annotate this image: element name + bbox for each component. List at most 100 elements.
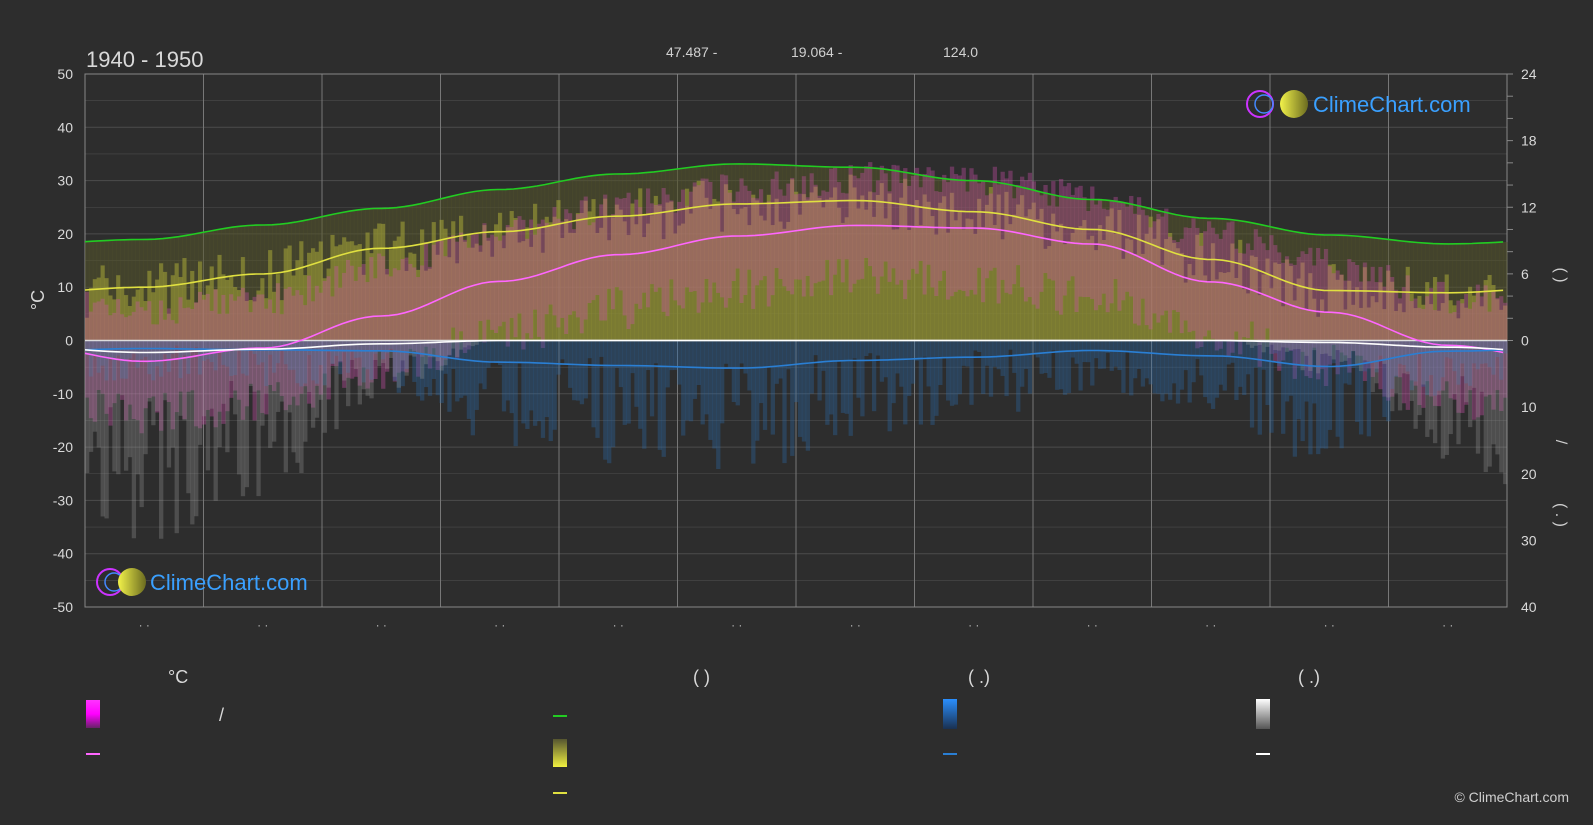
sunshine-bar [782, 228, 787, 341]
precip-bar [1421, 340, 1426, 387]
sunshine-bar [988, 187, 994, 341]
sunshine-bar [903, 178, 908, 341]
sunshine-bar [821, 207, 826, 341]
precip-bar [1000, 340, 1005, 376]
sunshine-bar [256, 290, 261, 341]
precip-bar [864, 340, 869, 357]
sunshine-bar [408, 252, 413, 341]
legend-snow-swatch [1256, 699, 1270, 729]
sunshine-bar [338, 244, 343, 341]
sunshine-bar [1117, 209, 1122, 341]
snow-bar [1351, 340, 1356, 352]
temp-range-bar [443, 256, 448, 360]
daylight-bar [244, 225, 250, 341]
sunshine-bar [443, 228, 448, 341]
temp-range-bar [116, 299, 121, 394]
daylight-bar [1343, 235, 1348, 341]
temp-range-bar [439, 240, 444, 366]
month-tick-label: · · [1087, 618, 1098, 632]
sunshine-bar [965, 218, 970, 341]
snow-bar [287, 340, 292, 413]
sunshine-bar [607, 240, 612, 341]
snow-bar [1296, 340, 1301, 349]
snow-bar [365, 340, 370, 396]
daylight-bar [248, 225, 253, 341]
precip-bar [536, 340, 542, 422]
temp-range-bar [1152, 221, 1157, 314]
precip-bar [291, 340, 296, 370]
temp-range-bar [1362, 262, 1368, 382]
snow-bar [412, 340, 417, 357]
sunshine-bar [314, 251, 320, 341]
temp-range-bar [649, 203, 655, 285]
precip-bar [684, 340, 690, 421]
sunshine-bar [770, 225, 775, 341]
precip-bar [766, 340, 772, 367]
temp-range-bar [848, 165, 853, 293]
temp-range-bar [470, 234, 475, 342]
precip-bar [275, 340, 281, 364]
precip-bar [712, 340, 717, 449]
temp-range-bar [957, 175, 962, 290]
temp-range-bar [1319, 259, 1325, 370]
temp-range-bar [965, 191, 970, 297]
sunshine-bar [1429, 304, 1434, 341]
temp-range-bar [131, 311, 137, 420]
sunshine-bar [342, 237, 347, 341]
temp-range-bar [720, 174, 725, 298]
sunshine-bar [221, 274, 226, 341]
precip-bar [805, 340, 811, 451]
snow-bar [1417, 340, 1422, 416]
snow-bar [131, 340, 137, 539]
temp-range-bar [579, 200, 585, 334]
precip-bar [349, 340, 355, 352]
precip-bar [396, 340, 401, 393]
daylight-bar [1397, 240, 1403, 341]
sunshine-bar [1125, 238, 1130, 341]
snow-bar [1378, 340, 1383, 362]
precip-bar [552, 340, 557, 430]
right-top-tick-label: 6 [1521, 266, 1529, 282]
sunshine-bar [1152, 238, 1157, 341]
temp-range-bar [735, 191, 740, 269]
precip-bar [992, 340, 998, 367]
precip-bar [1265, 340, 1270, 406]
temp-range-bar [408, 263, 413, 349]
sunshine-bar [217, 254, 222, 341]
sunshine-bar [509, 211, 514, 341]
temp-range-bar [1175, 241, 1181, 313]
temp-range-bar [381, 256, 386, 389]
temp-range-bar [708, 181, 713, 303]
temp-range-bar [166, 308, 172, 402]
temp-range-bar [1421, 309, 1426, 408]
temp-range-bar [1207, 221, 1212, 331]
temp-range-bar [661, 188, 666, 312]
daylight-bar [186, 235, 191, 341]
daylight-bar [1394, 240, 1399, 341]
precip-bar [1401, 340, 1407, 365]
sunshine-bar [108, 295, 113, 341]
temp-range-bar [517, 216, 522, 314]
precip-bar [1171, 340, 1177, 384]
precip-bar [1136, 340, 1142, 370]
logo-sun-icon [1280, 90, 1308, 118]
temp-range-bar [170, 320, 176, 430]
snow-bar [92, 340, 98, 432]
sunshine-bar [1203, 275, 1208, 341]
temp-range-bar [1101, 208, 1107, 294]
sunshine-bar [1082, 220, 1087, 341]
temp-range-bar [638, 207, 643, 309]
precip-bar [1261, 340, 1266, 370]
temp-range-bar [871, 192, 877, 277]
snow-bar [1401, 340, 1407, 374]
sunshine-bar [712, 198, 717, 341]
sunshine-bar [1339, 274, 1344, 341]
precip-bar [755, 340, 760, 441]
temp-range-bar [583, 196, 588, 320]
sunshine-bar [942, 196, 947, 341]
temp-range-bar [217, 313, 222, 412]
precip-bar [310, 340, 316, 381]
temp-range-bar [560, 221, 565, 318]
snow-bar [1503, 340, 1508, 485]
temp-range-bar [914, 167, 920, 274]
